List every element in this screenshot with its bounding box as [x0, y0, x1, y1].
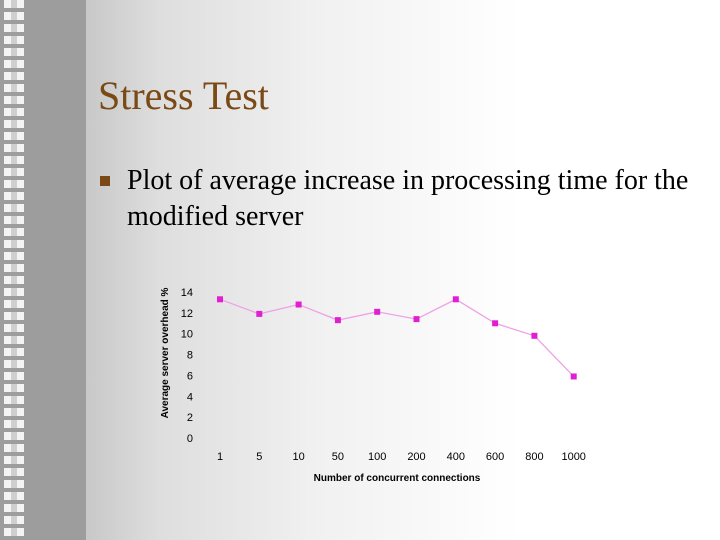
x-tick-label: 200 — [407, 451, 425, 463]
x-tick-label: 800 — [525, 451, 543, 463]
y-tick-label: 2 — [187, 412, 193, 424]
data-point — [374, 308, 381, 315]
y-tick-label: 4 — [187, 391, 193, 403]
x-tick-label: 600 — [486, 451, 504, 463]
y-tick-label: 12 — [181, 308, 193, 320]
data-point — [531, 332, 538, 339]
data-point — [295, 301, 302, 308]
y-axis-label: Average server overhead % — [160, 287, 171, 418]
x-axis-label: Number of concurrent connections — [314, 473, 481, 484]
data-point — [452, 296, 459, 303]
y-tick-label: 8 — [187, 350, 193, 362]
data-point — [334, 317, 341, 324]
line-chart: Average server overhead % Number of conc… — [160, 287, 586, 484]
data-point — [492, 320, 499, 327]
y-tick-label: 10 — [181, 329, 193, 341]
slide-title: Stress Test — [98, 73, 269, 118]
y-tick-label: 6 — [187, 370, 193, 382]
x-tick-label: 400 — [447, 451, 465, 463]
x-tick-label: 100 — [368, 451, 386, 463]
data-point — [256, 310, 263, 317]
data-point — [217, 296, 223, 303]
series-line — [219, 298, 575, 377]
data-point — [413, 316, 420, 323]
x-tick-label: 1000 — [561, 451, 585, 463]
data-point — [570, 373, 577, 380]
bullet-text: Plot of average increase in processing t… — [127, 165, 689, 232]
x-tick-label: 10 — [292, 451, 304, 463]
x-tick-label: 1 — [217, 451, 223, 463]
decorative-squares-inner — [11, 0, 17, 540]
y-tick-label: 14 — [181, 287, 193, 299]
x-tick-label: 5 — [256, 451, 262, 463]
x-tick-label: 50 — [332, 451, 344, 463]
y-tick-label: 0 — [187, 433, 193, 445]
square-bullet-icon — [100, 176, 110, 186]
